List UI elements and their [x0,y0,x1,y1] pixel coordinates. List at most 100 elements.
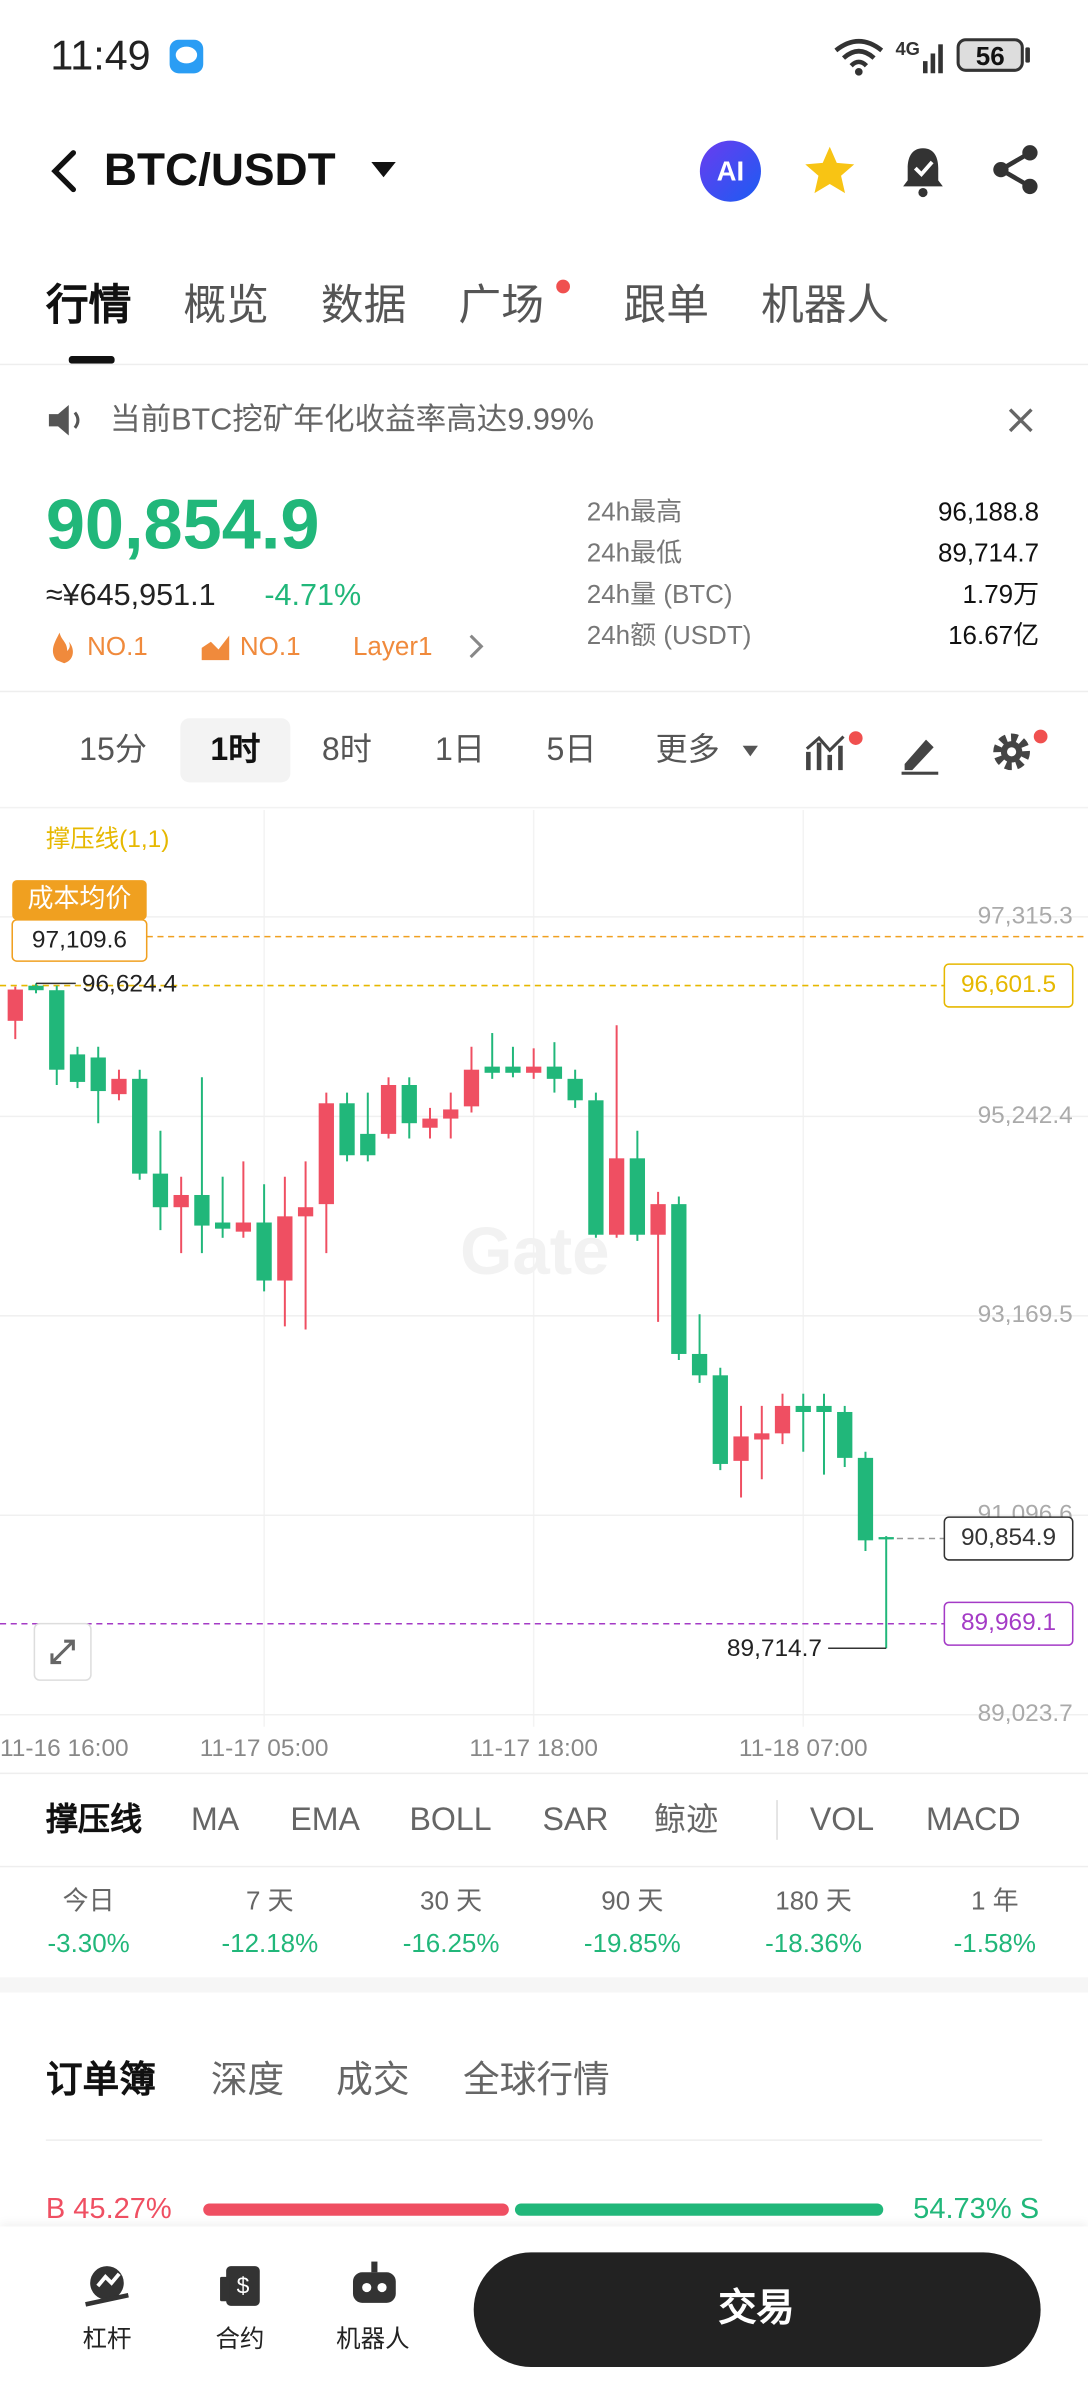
period-label: 30 天 [420,1886,483,1916]
candle-body [28,985,44,991]
candle-body [671,1204,687,1354]
candle-body [152,1173,169,1208]
rank-tag[interactable]: Layer1 [352,631,433,661]
candle-body [712,1375,728,1464]
stat-value: 1.79万 [962,579,1040,609]
trade-button[interactable] [473,2252,1041,2368]
close-icon[interactable] [1005,405,1036,436]
draw-icon[interactable] [899,730,942,776]
bot-icon[interactable] [348,2259,400,2311]
futures-icon[interactable]: $ [217,2262,266,2311]
period-label: 90 天 [601,1886,664,1916]
interval[interactable]: 更多 [655,732,720,768]
alert-icon[interactable] [899,144,948,199]
indicator-tab[interactable]: 鲸迹 [654,1802,719,1838]
announcement: 当前BTC挖矿年化收益率高达9.99% [110,403,594,438]
y-tick-label: 97,315.3 [978,902,1073,929]
leverage-icon[interactable] [79,2262,134,2311]
interval-highlight [180,718,291,783]
tab[interactable]: 跟单 [623,281,710,329]
tab[interactable]: 数据 [320,281,407,329]
interval[interactable]: 8时 [321,732,372,768]
candle-body [111,1078,127,1095]
divider [45,2139,1043,2141]
candle-body [588,1100,604,1235]
period-change: -19.85% [583,1929,681,1959]
cost-label-box [12,880,147,920]
stat-value: 16.67亿 [948,621,1040,651]
back-icon[interactable] [46,147,83,196]
candle-body [774,1405,791,1434]
indicator-tab[interactable]: 撑压线 [45,1802,143,1838]
nav-label[interactable]: 机器人 [336,2327,410,2354]
dropdown-icon[interactable] [370,160,398,178]
indicator-tab[interactable]: MACD [926,1802,1021,1838]
interval[interactable]: 1日 [434,732,485,768]
ai-icon[interactable] [697,138,764,205]
rank-tag[interactable]: NO.1 [87,631,148,661]
tab[interactable]: 机器人 [760,281,890,329]
pair-title[interactable]: BTC/USDT [103,145,336,196]
candle-body [754,1433,770,1440]
y-tick-label: 93,169.5 [978,1301,1073,1328]
settings-icon[interactable] [990,727,1051,776]
stat-value: 89,714.7 [937,538,1040,568]
tab[interactable]: 广场 [458,281,545,329]
trade-label[interactable]: 交易 [718,2286,795,2330]
price-line-box [943,1601,1074,1646]
candle-body [484,1066,500,1073]
orderbook-tab[interactable]: 成交 [336,2059,410,2102]
x-tick-label: 11-18 07:00 [739,1735,868,1762]
indicator-tab[interactable]: SAR [542,1802,609,1838]
period-label: 今日 [62,1886,115,1916]
signal-icon [922,44,943,74]
share-icon[interactable] [990,144,1042,196]
candle-body [194,1194,210,1226]
more-caret[interactable] [741,744,759,759]
period-label: 7 天 [246,1886,294,1916]
candle-body [173,1194,189,1208]
indicator-tab[interactable]: EMA [290,1802,360,1838]
tab[interactable]: 行情 [45,281,132,329]
watermark: Gate [460,1214,609,1289]
nav-label[interactable]: 合约 [215,2327,265,2354]
chevron[interactable] [468,633,486,661]
interval[interactable]: 5日 [546,732,597,768]
orderbook-tab[interactable]: 全球行情 [463,2059,610,2102]
candle-body [608,1158,625,1235]
indicator-tab[interactable]: BOLL [409,1802,492,1838]
stat-label: 24h量 (BTC) [586,579,733,609]
tag-icon-shape [52,632,73,664]
orderbook-tab[interactable]: 订单簿 [45,2059,156,2102]
cost-value-box [11,919,148,962]
nav-label[interactable]: 杠杆 [82,2327,132,2354]
divider [0,1865,1088,1868]
stat-label: 24h最高 [586,497,683,527]
candle-body [401,1085,417,1124]
orderbook-tab[interactable]: 深度 [210,2059,285,2102]
indicator-tab[interactable]: MA [191,1802,240,1838]
expand-button[interactable] [33,1622,92,1681]
tag-icon [52,632,73,664]
candle-body [795,1405,811,1412]
battery-level: 56 [975,42,1005,72]
battery-tip [1025,47,1030,63]
cost-label: 成本均价 [28,883,132,913]
interval[interactable]: 15分 [79,732,147,768]
candle-body [215,1222,231,1229]
candle-body [878,1537,894,1540]
candle-body [691,1353,708,1376]
indicator-icon[interactable] [805,730,866,776]
indicator-tab[interactable]: VOL [809,1802,875,1838]
candle-body [90,1057,106,1092]
candle-body [277,1216,293,1281]
rank-tag[interactable]: NO.1 [239,631,301,661]
candle-body [7,989,23,1021]
tab[interactable]: 概览 [183,281,269,329]
period-change: -3.30% [47,1929,130,1959]
tag-icon [201,635,230,661]
favorite-icon[interactable] [802,144,857,199]
interval[interactable]: 1时 [210,732,261,768]
period-label: 180 天 [775,1886,852,1916]
